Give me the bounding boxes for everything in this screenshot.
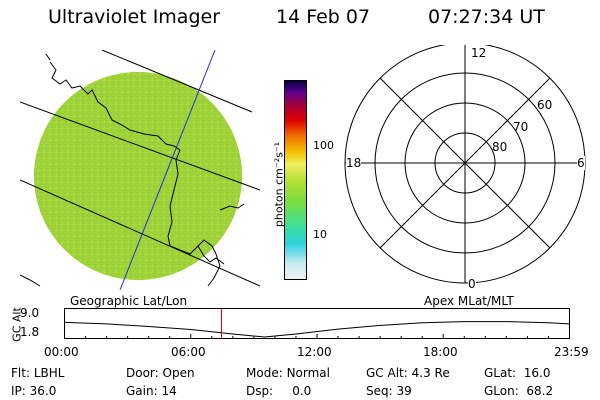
earth-disk: [34, 72, 242, 280]
mlt-label-18: 18: [346, 156, 362, 170]
colorbar-tick-10: 10: [313, 228, 327, 241]
altitude-curve: [64, 321, 570, 338]
seq-value: 39: [396, 384, 412, 398]
timeline-plot: [64, 308, 570, 339]
coastline: [20, 53, 245, 287]
instrument-title: Ultraviolet Imager: [48, 6, 221, 28]
status-mode: Mode: Normal: [246, 366, 330, 380]
earth-image-panel: [20, 50, 260, 290]
lat-label-70: 70: [513, 120, 529, 134]
y-tick-bottom: 1.8: [20, 325, 40, 339]
lat-label-80: 80: [492, 140, 508, 154]
y-tick-top: 9.0: [20, 306, 40, 320]
apex-title: Apex MLat/MLT: [424, 294, 514, 308]
x-tick-1200: 12:00: [297, 345, 332, 359]
door-value: Open: [162, 366, 195, 380]
x-tick-0000: 00:00: [44, 345, 79, 359]
x-tick-2359: 23:59: [554, 345, 589, 359]
mlt-label-0: 0: [468, 277, 476, 291]
polar-plot: [344, 45, 586, 284]
gain-value: 14: [161, 384, 177, 398]
status-ip: IP: 36.0: [11, 384, 57, 398]
colorbar-tick-100: 100: [313, 139, 334, 152]
mlt-label-6: 6: [577, 156, 585, 170]
flt-value: LBHL: [33, 366, 65, 380]
lat-lon-grid: [20, 50, 260, 287]
colorbar: [284, 80, 307, 280]
colorbar-unit-label: photon cm⁻²s⁻¹: [272, 141, 286, 228]
ip-value: 36.0: [29, 384, 57, 398]
lat-label-60: 60: [537, 98, 553, 112]
glat-value: 16.0: [523, 366, 551, 380]
status-door: Door: Open: [126, 366, 195, 380]
x-tick-0600: 06:00: [171, 345, 206, 359]
time-label: 07:27:34 UT: [428, 6, 545, 28]
status-seq: Seq: 39: [366, 384, 412, 398]
gc-alt-value: 4.3 Re: [411, 366, 450, 380]
dsp-value: 0.0: [292, 384, 312, 398]
status-glon: GLon: 68.2: [484, 384, 554, 398]
glon-value: 68.2: [526, 384, 554, 398]
status-dsp: Dsp: 0.0: [246, 384, 312, 398]
x-tick-1800: 18:00: [423, 345, 458, 359]
status-flt: Flt: LBHL: [11, 366, 65, 380]
meridian-line: [119, 50, 216, 290]
mlt-label-12: 12: [471, 46, 487, 60]
mode-value: Normal: [286, 366, 330, 380]
status-gc-alt: GC Alt: 4.3 Re: [366, 366, 450, 380]
geographic-title: Geographic Lat/Lon: [70, 294, 188, 308]
status-gain: Gain: 14: [126, 384, 177, 398]
status-glat: GLat: 16.0: [484, 366, 551, 380]
date-label: 14 Feb 07: [276, 6, 371, 28]
